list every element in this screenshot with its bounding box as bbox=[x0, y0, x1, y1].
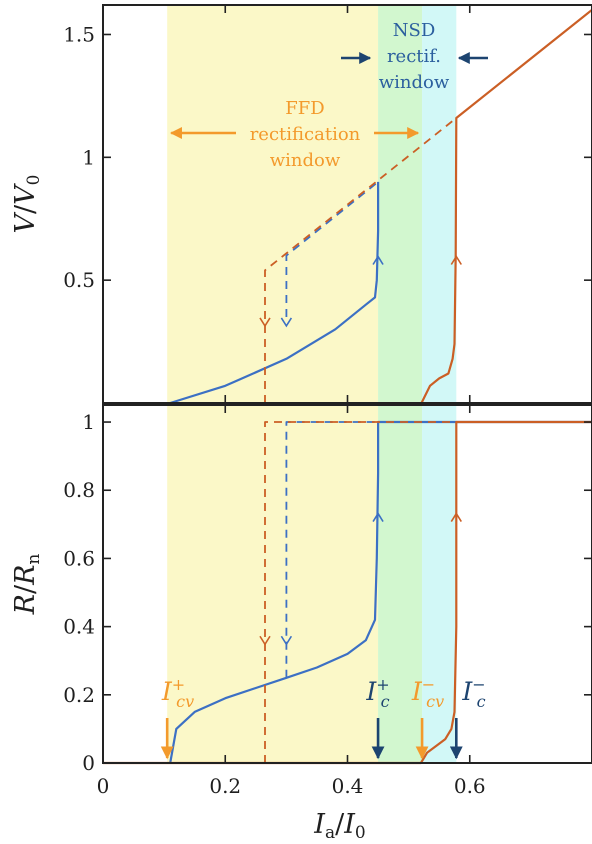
direction-chevron-1 bbox=[280, 317, 293, 328]
x-tick-label: 0.4 bbox=[332, 774, 364, 798]
direction-chevron-2 bbox=[372, 254, 384, 265]
top-panel: 0.5 1 1.5 V/V0 FFD rectification window NSD rect… bbox=[10, 4, 592, 405]
region-green bbox=[378, 405, 423, 763]
y-tick-label: 1 bbox=[82, 145, 95, 169]
x-tick-label: 0.2 bbox=[209, 774, 241, 798]
marker-label-2: I− cv bbox=[411, 675, 444, 711]
direction-chevron-1 bbox=[280, 635, 293, 646]
y-tick-label: 0.4 bbox=[63, 615, 95, 639]
y-axis-label: V/V0 bbox=[10, 175, 44, 234]
y-tick-label: 0.2 bbox=[63, 683, 95, 707]
direction-chevron-0 bbox=[259, 635, 271, 646]
y-tick-label: 0 bbox=[82, 751, 95, 775]
y-tick-label: 0.5 bbox=[63, 268, 95, 292]
series-line-1 bbox=[285, 181, 379, 317]
marker-label-0: I+ cv bbox=[161, 675, 194, 711]
y-tick-label: 1 bbox=[82, 410, 95, 434]
direction-chevron-0 bbox=[259, 317, 271, 328]
series-line-2 bbox=[420, 9, 592, 404]
y-axis-label: R/Rn bbox=[10, 554, 44, 616]
marker-label-1: I+ c bbox=[365, 675, 389, 711]
y-tick-label: 0.8 bbox=[63, 478, 95, 502]
series-line-3 bbox=[264, 117, 457, 403]
x-tick-label: 0.6 bbox=[454, 774, 486, 798]
series-line-3 bbox=[264, 421, 457, 763]
ffd-window-label: rectification bbox=[250, 124, 361, 145]
series-line-0 bbox=[169, 420, 592, 764]
ffd-window-label: FFD bbox=[285, 98, 324, 119]
series-line-0 bbox=[169, 181, 380, 405]
x-tick-label: 0 bbox=[97, 774, 110, 798]
region-green bbox=[378, 5, 423, 403]
direction-chevron-2 bbox=[372, 512, 384, 522]
ffd-window-label: window bbox=[270, 150, 341, 171]
nsd-window-label: window bbox=[379, 72, 450, 93]
nsd-window-label: rectif. bbox=[387, 46, 441, 67]
x-axis-label: Ia/I0 bbox=[313, 809, 365, 843]
nsd-window-label: NSD bbox=[393, 20, 436, 41]
y-tick-label: 0.6 bbox=[63, 546, 95, 570]
region-yellow bbox=[167, 5, 379, 403]
region-cyan bbox=[422, 5, 457, 403]
region-cyan bbox=[422, 405, 457, 763]
y-tick-label: 1.5 bbox=[63, 22, 95, 46]
marker-label-3: I− c bbox=[461, 675, 485, 711]
series-line-1 bbox=[285, 421, 379, 678]
region-yellow bbox=[167, 405, 379, 763]
direction-chevron-3 bbox=[450, 512, 462, 522]
bottom-panel: 0 0.2 0.4 0.6 0.8 1 R/Rn 0 0.2 0.4 0.6 Ia/I0 I+ cv I+ c… bbox=[10, 404, 592, 843]
direction-chevron-3 bbox=[450, 254, 462, 265]
